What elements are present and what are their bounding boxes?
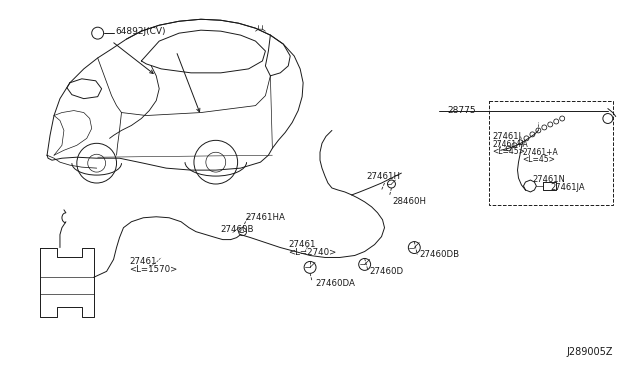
Text: 27461N: 27461N <box>532 175 565 184</box>
Text: 27461HA: 27461HA <box>246 213 285 222</box>
Text: <L=45>: <L=45> <box>522 155 556 164</box>
Text: 27461H: 27461H <box>367 172 401 181</box>
Bar <box>489 101 612 205</box>
Text: <L=1570>: <L=1570> <box>129 265 178 275</box>
Text: <L=2740>: <L=2740> <box>288 247 337 257</box>
Text: 28460H: 28460H <box>392 197 426 206</box>
Text: 27460DB: 27460DB <box>419 250 460 259</box>
Text: 27461: 27461 <box>129 257 157 266</box>
Text: 27461+A: 27461+A <box>493 140 529 149</box>
Text: 27460D: 27460D <box>370 267 404 276</box>
Text: 27461+A: 27461+A <box>522 148 558 157</box>
Text: 27461J: 27461J <box>493 132 522 141</box>
Text: 27461JA: 27461JA <box>550 183 585 192</box>
Text: 28775: 28775 <box>447 106 476 115</box>
Text: <L=45>: <L=45> <box>493 147 525 156</box>
Text: 27460DA: 27460DA <box>315 279 355 288</box>
Text: 27460B: 27460B <box>221 225 254 234</box>
Text: J289005Z: J289005Z <box>566 347 612 357</box>
Text: 27461: 27461 <box>288 240 316 248</box>
Text: 64892J(CV): 64892J(CV) <box>116 27 166 36</box>
